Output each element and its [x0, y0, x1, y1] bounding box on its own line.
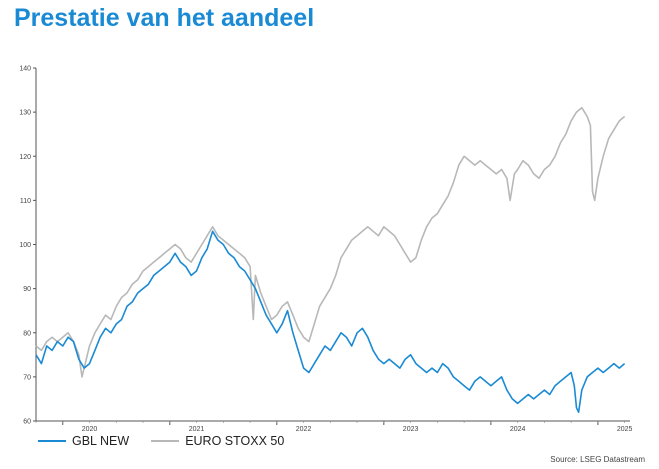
y-tick-label-120: 120 [19, 154, 31, 161]
y-tick-label-60: 60 [23, 419, 31, 426]
legend: GBL NEW EURO STOXX 50 [38, 434, 306, 448]
y-tick-label-140: 140 [19, 66, 31, 73]
legend-item-stoxx: EURO STOXX 50 [151, 434, 284, 448]
y-tick-label-70: 70 [23, 374, 31, 381]
chart-title: Prestatie van het aandeel [14, 4, 315, 32]
x-tick-label-2023: 2023 [403, 426, 419, 433]
x-tick-label-2021: 2021 [189, 426, 205, 433]
y-tick-label-100: 100 [19, 242, 31, 249]
source-note: Source: LSEG Datastream [550, 455, 645, 464]
legend-swatch-stoxx [151, 440, 180, 442]
series-line-gbl [35, 230, 626, 413]
legend-item-gbl: GBL NEW [38, 434, 129, 448]
y-tick-label-110: 110 [20, 198, 31, 205]
x-tick-label-2025: 2025 [617, 426, 633, 433]
legend-swatch-gbl [38, 440, 66, 442]
y-tick-label-80: 80 [23, 330, 31, 337]
legend-label-gbl: GBL NEW [72, 434, 130, 448]
x-tick-label-2024: 2024 [510, 426, 526, 433]
y-tick-label-90: 90 [23, 286, 31, 293]
y-tick-label-130: 130 [19, 110, 31, 117]
x-tick-label-2020: 2020 [82, 426, 98, 433]
series-line-stoxx [35, 106, 626, 378]
legend-label-stoxx: EURO STOXX 50 [185, 434, 285, 448]
x-tick-label-2022: 2022 [296, 426, 312, 433]
